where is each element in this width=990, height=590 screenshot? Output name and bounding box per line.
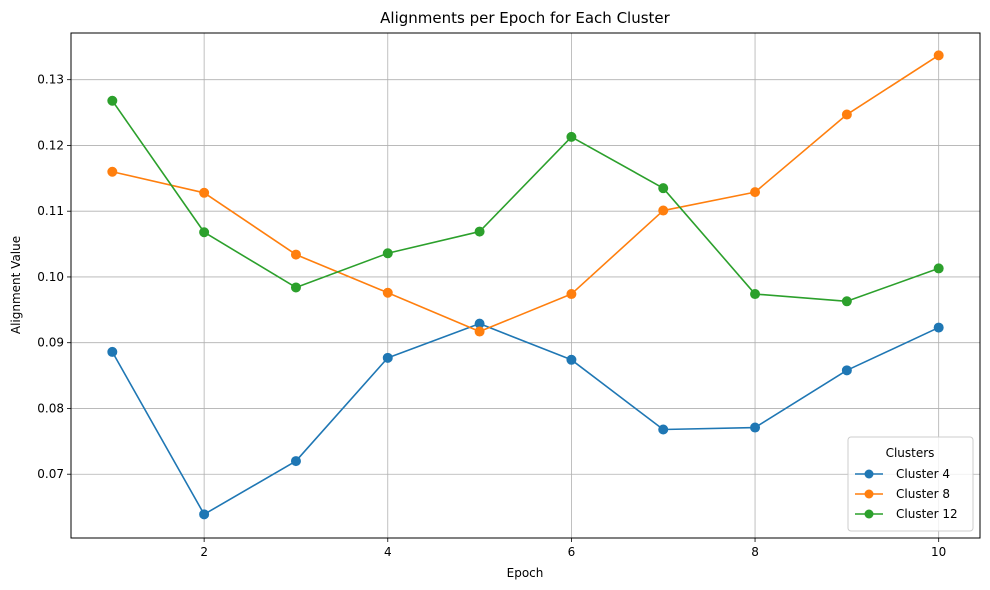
data-point [474, 326, 485, 337]
x-axis-label: Epoch [507, 566, 544, 580]
series-line [112, 54, 940, 333]
grid-lines [71, 33, 980, 538]
x-tick-label: 4 [384, 545, 392, 559]
y-tick-label: 0.08 [37, 401, 64, 415]
data-point [658, 424, 669, 435]
data-point [107, 95, 118, 106]
data-point [199, 187, 210, 198]
data-point [290, 282, 301, 293]
data-point [566, 289, 577, 300]
y-axis-label: Alignment Value [9, 236, 23, 334]
legend-marker [864, 489, 874, 499]
data-point [290, 249, 301, 260]
data-point [933, 50, 944, 61]
data-point [841, 296, 852, 307]
data-point [382, 352, 393, 363]
data-point [750, 187, 761, 198]
legend-frame [847, 436, 974, 532]
data-point [474, 226, 485, 237]
y-tick-label: 0.12 [37, 138, 64, 152]
y-tick-label: 0.10 [37, 270, 64, 284]
data-point [566, 354, 577, 365]
series-line [111, 100, 939, 303]
x-tick-label: 6 [568, 545, 576, 559]
legend-marker [864, 469, 874, 479]
data-point [199, 509, 210, 520]
series-layer [107, 50, 944, 520]
legend-label: Cluster 12 [896, 507, 958, 521]
data-point [658, 183, 669, 194]
data-point [933, 322, 944, 333]
y-tick-label: 0.11 [37, 204, 64, 218]
y-tick-label: 0.07 [37, 467, 64, 481]
x-tick-label: 8 [751, 545, 759, 559]
legend: Clusters Cluster 4 Cluster 8 Cluster 12 [847, 436, 974, 532]
x-tick-label: 10 [931, 545, 946, 559]
data-point [107, 166, 118, 177]
data-point [933, 263, 944, 274]
y-tick-label: 0.13 [37, 73, 64, 87]
legend-title: Clusters [886, 446, 935, 460]
data-point [199, 227, 210, 238]
data-point [290, 456, 301, 467]
data-point [750, 289, 761, 300]
x-tick-label: 2 [200, 545, 208, 559]
plot-frame [70, 32, 981, 539]
chart-title: Alignments per Epoch for Each Cluster [380, 9, 670, 27]
legend-marker [864, 509, 874, 519]
data-point [750, 422, 761, 433]
legend-label: Cluster 8 [896, 487, 950, 501]
data-point [107, 346, 118, 357]
y-tick-label: 0.09 [37, 336, 64, 350]
legend-label: Cluster 4 [896, 467, 950, 481]
data-point [658, 205, 669, 216]
data-point [382, 287, 393, 298]
series-cluster-8 [107, 50, 944, 337]
series-line [111, 322, 940, 516]
series-cluster-4 [107, 318, 944, 520]
data-point [382, 248, 393, 259]
series-cluster-12 [107, 95, 944, 307]
axis-ticks: 2 4 6 8 10 0.07 0.08 0.09 0.10 0.11 0.12 0.13 [37, 73, 946, 559]
data-point [566, 131, 577, 142]
data-point [841, 109, 852, 120]
data-point [841, 365, 852, 376]
